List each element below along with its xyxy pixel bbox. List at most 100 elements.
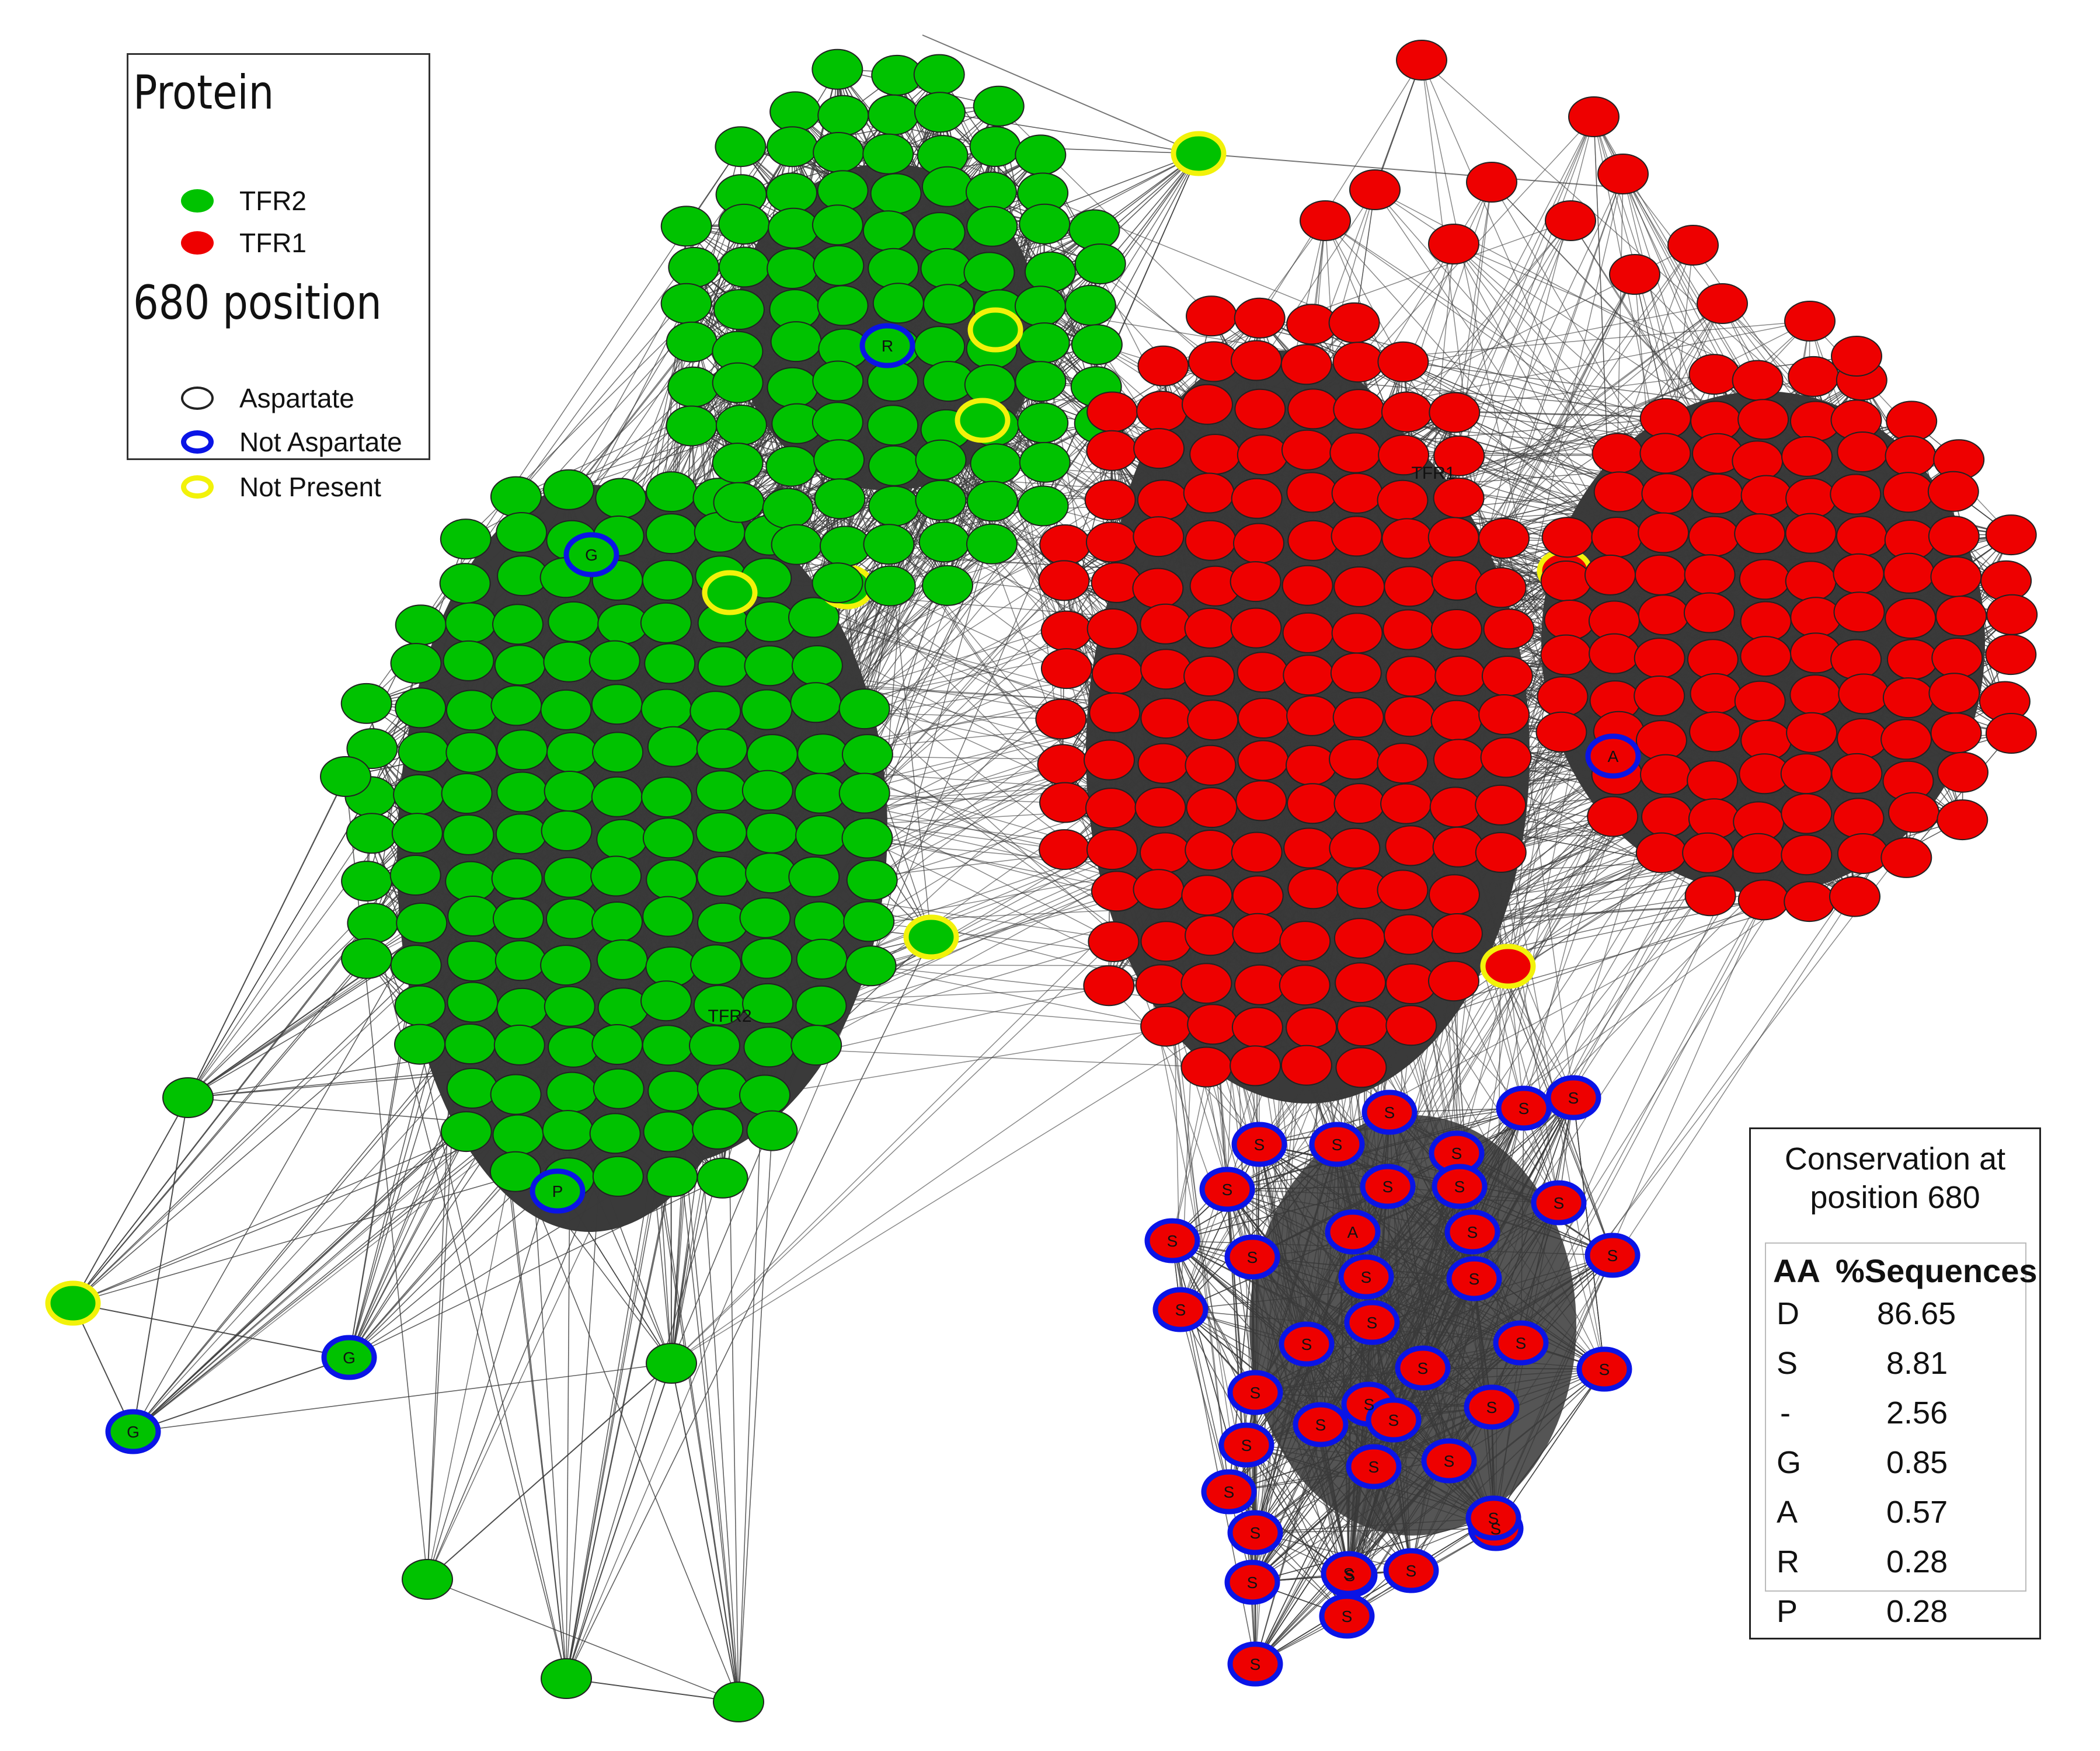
edge (1111, 450, 1662, 854)
edge (1348, 1097, 1574, 1574)
edge (1255, 1517, 1494, 1533)
edge (1228, 1097, 1574, 1492)
edge (1617, 173, 1624, 454)
edge (419, 1043, 673, 1178)
edge (1306, 1343, 1350, 1576)
edge (419, 1044, 567, 1679)
edge (472, 1002, 569, 1131)
edge (738, 1130, 773, 1703)
edge (1349, 1407, 1492, 1576)
edge (1906, 733, 2012, 858)
edge (1109, 759, 1855, 897)
edge (1180, 1144, 1260, 1310)
edge (1252, 845, 1412, 1258)
edge (1493, 1097, 1574, 1519)
edge (1387, 812, 1914, 1187)
edge (1573, 1097, 1605, 1370)
edge (1042, 153, 1199, 506)
edge (1387, 621, 1615, 1187)
edge (1520, 535, 1955, 1343)
edge (521, 876, 617, 1009)
edge (519, 1045, 673, 1178)
edge (566, 937, 932, 1679)
edge (1495, 1255, 1613, 1529)
edge (1040, 305, 1208, 405)
edge (427, 1579, 739, 1703)
edge (133, 1357, 350, 1432)
edge (614, 753, 823, 1134)
edge (837, 69, 999, 107)
edge (1306, 890, 1404, 1345)
edge (472, 879, 872, 1003)
edge (719, 879, 873, 1006)
edge (1765, 492, 1909, 622)
edge (1208, 493, 1321, 1425)
edge (1259, 60, 1422, 319)
edge (1493, 1369, 1605, 1519)
edge (1158, 889, 1350, 1576)
edge (1666, 694, 1816, 817)
edge (1411, 245, 1694, 677)
edge (667, 1045, 723, 1179)
edge (187, 776, 346, 1098)
edge (1457, 895, 1711, 934)
edge (666, 796, 1363, 889)
edge (1255, 1255, 1613, 1393)
edge (72, 958, 367, 1304)
edge (1349, 1202, 1559, 1576)
edge (1259, 1144, 1475, 1279)
edge (72, 1097, 189, 1304)
edge (1207, 303, 1723, 405)
edge (1855, 493, 2011, 535)
edge (1252, 1460, 1450, 1583)
edge (1495, 1369, 1605, 1529)
edge (1172, 585, 1308, 1241)
edge (1308, 632, 1760, 702)
edge (1692, 245, 1816, 422)
edge (1172, 1240, 1423, 1369)
edge (1406, 220, 1571, 412)
edge (1368, 1186, 1460, 1405)
edge (1422, 1367, 1605, 1370)
edge (370, 673, 1117, 798)
edge (187, 266, 745, 1098)
edge (1455, 580, 1567, 721)
edge (1313, 374, 1715, 541)
edge (1403, 361, 1618, 454)
edge (133, 1363, 672, 1432)
edge (1307, 450, 1574, 1098)
edge (1349, 1369, 1605, 1576)
edge (617, 229, 1095, 1045)
edge (1260, 408, 1715, 537)
edge (1255, 1517, 1494, 1665)
edge (1500, 852, 1559, 1203)
edge (691, 224, 745, 343)
edge (1359, 321, 1810, 410)
edge (1112, 628, 1253, 1583)
edge (843, 114, 995, 147)
edge (1255, 1466, 1374, 1665)
edge (1252, 1517, 1494, 1583)
edge (1491, 899, 1764, 1408)
edge (1421, 60, 1562, 732)
edge (1252, 1153, 1457, 1583)
edge (1172, 1240, 1307, 1345)
edge (1255, 765, 1312, 1393)
edge (792, 147, 840, 266)
edge (740, 146, 1501, 806)
edge (370, 796, 739, 1703)
edge (1493, 1255, 1613, 1519)
edge (1411, 1108, 1524, 1571)
edge (1255, 1528, 1496, 1665)
edge (1491, 1202, 1559, 1408)
edge (1402, 570, 1565, 764)
edge (1409, 586, 1563, 697)
edge (1809, 536, 1955, 902)
edge (1255, 1528, 1496, 1533)
edge (472, 960, 723, 1089)
edge (1374, 189, 1816, 695)
edge (417, 833, 1412, 984)
edge (349, 1178, 723, 1358)
edge (618, 941, 1114, 1089)
